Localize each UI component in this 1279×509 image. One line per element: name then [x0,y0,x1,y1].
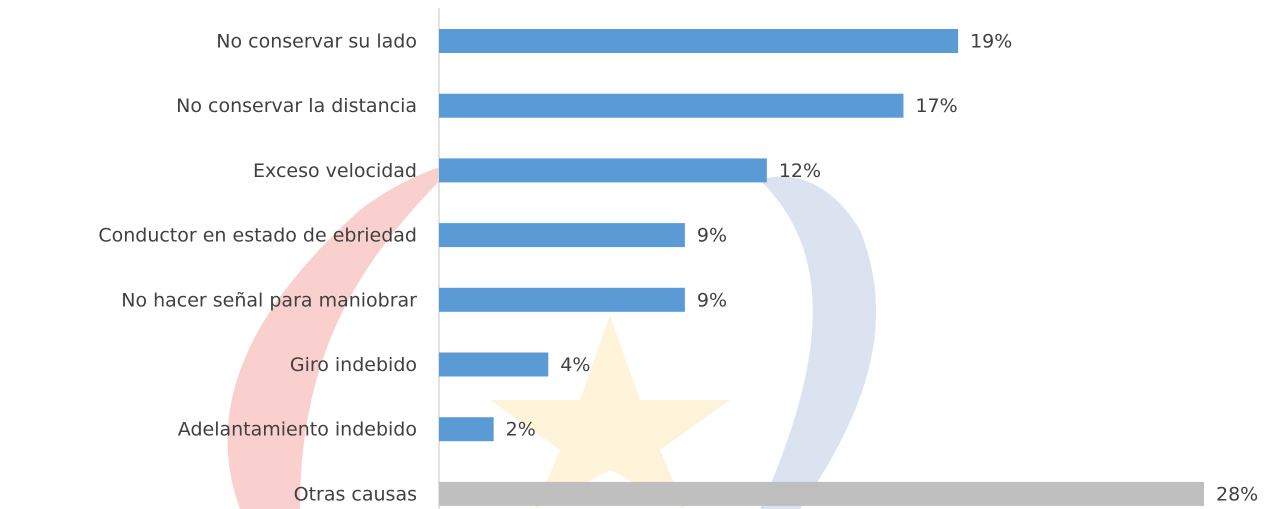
category-label: Exceso velocidad [253,160,417,182]
category-label: Giro indebido [290,354,417,376]
category-label: Adelantamiento indebido [178,419,417,441]
data-label: 4% [560,354,590,376]
watermark [227,160,876,509]
bar [439,94,903,118]
bar [439,288,685,312]
category-label: Conductor en estado de ebriedad [98,225,417,247]
bar [439,223,685,247]
chart: No conservar su lado 19% No conservar la d… [0,0,1279,509]
data-label: 9% [697,225,727,247]
data-label: 12% [779,160,821,182]
watermark-leaf [227,160,460,509]
bar [439,417,494,441]
data-label: 19% [970,31,1012,53]
bar [439,29,958,53]
bar [439,482,1204,506]
watermark-leaf [760,177,876,509]
data-label: 28% [1216,483,1258,505]
category-label: No conservar su lado [216,31,417,53]
data-label: 17% [915,95,957,117]
watermark-star [490,315,730,509]
data-label: 2% [506,419,536,441]
data-label: 9% [697,289,727,311]
bar [439,353,548,377]
category-label: No hacer señal para maniobrar [121,289,417,311]
category-label: Otras causas [294,483,417,505]
bar [439,158,767,182]
category-label: No conservar la distancia [176,95,417,117]
